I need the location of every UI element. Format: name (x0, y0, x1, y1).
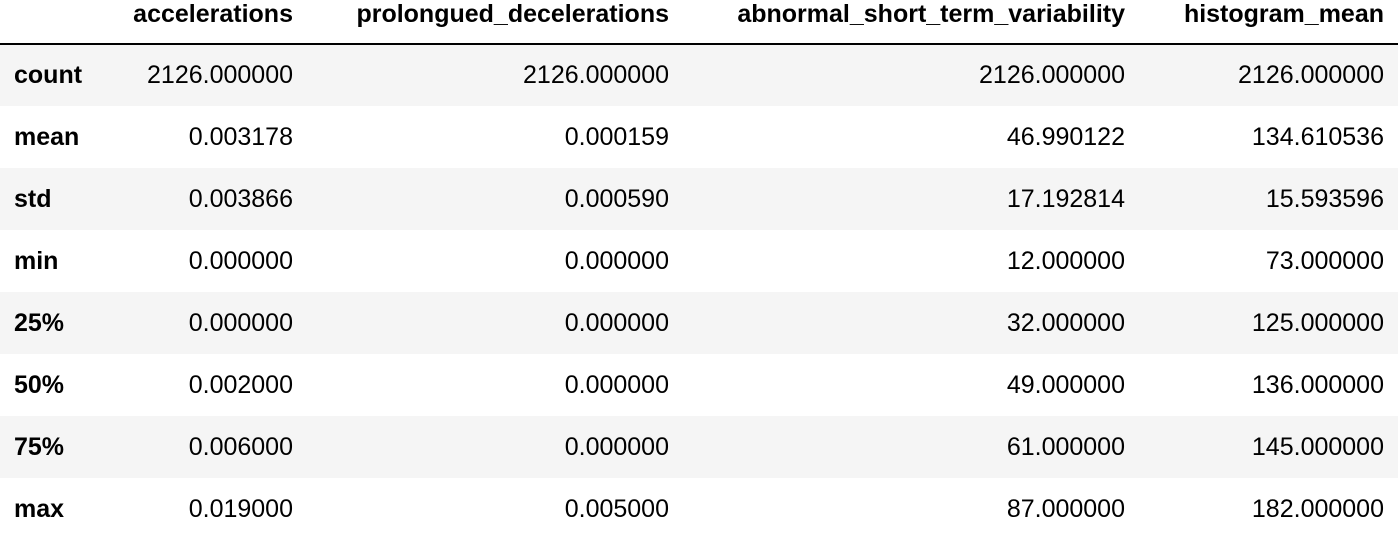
table-cell: 17.192814 (1006, 184, 1125, 213)
table-cell: 12.000000 (1006, 246, 1125, 275)
table-cell: 0.000000 (564, 370, 669, 399)
table-row: 50% 0.002000 0.000000 49.000000 136.0000… (0, 354, 1398, 416)
table-cell: 73.000000 (1265, 246, 1384, 275)
row-label: 25% (14, 308, 65, 337)
table-cell: 0.000000 (564, 246, 669, 275)
table-cell: 134.610536 (1251, 122, 1384, 151)
table-cell: 2126.000000 (523, 61, 669, 89)
table-cell: 0.019000 (188, 494, 293, 523)
table-cell: 2126.000000 (979, 61, 1125, 89)
row-label: max (14, 494, 65, 523)
table-cell: 0.000159 (564, 122, 669, 151)
row-label: 75% (14, 432, 65, 461)
table-cell: 0.003866 (188, 184, 293, 213)
index-header-cell (0, 0, 107, 45)
header-row: accelerations prolongued_decelerations a… (0, 0, 1398, 45)
table-cell: 0.000590 (564, 184, 669, 213)
table-cell: 46.990122 (1006, 122, 1125, 151)
row-label: min (14, 246, 59, 275)
table-cell: 0.000000 (564, 308, 669, 337)
table-cell: 182.000000 (1251, 494, 1384, 523)
table-header: accelerations prolongued_decelerations a… (0, 0, 1398, 45)
table-cell: 0.003178 (188, 122, 293, 151)
row-label: 50% (14, 370, 65, 399)
row-label: count (14, 61, 83, 89)
table-row: 25% 0.000000 0.000000 32.000000 125.0000… (0, 292, 1398, 354)
table-cell: 136.000000 (1251, 370, 1384, 399)
table-row: mean 0.003178 0.000159 46.990122 134.610… (0, 106, 1398, 168)
table-cell: 61.000000 (1006, 432, 1125, 461)
table-cell: 2126.000000 (1238, 61, 1384, 89)
table-cell: 15.593596 (1265, 184, 1384, 213)
table-row: 75% 0.006000 0.000000 61.000000 145.0000… (0, 416, 1398, 478)
column-header: accelerations (107, 0, 307, 45)
table-cell: 32.000000 (1006, 308, 1125, 337)
table-row: std 0.003866 0.000590 17.192814 15.59359… (0, 168, 1398, 230)
table-row: max 0.019000 0.005000 87.000000 182.0000… (0, 478, 1398, 540)
column-header: prolongued_decelerations (307, 0, 683, 45)
table-cell: 0.005000 (564, 494, 669, 523)
table-cell: 0.000000 (564, 432, 669, 461)
table-row: min 0.000000 0.000000 12.000000 73.00000… (0, 230, 1398, 292)
column-header: histogram_mean (1139, 0, 1398, 45)
row-label: std (14, 184, 52, 213)
table-cell: 145.000000 (1251, 432, 1384, 461)
table-body: count 2126.000000 2126.000000 2126.00000… (0, 44, 1398, 540)
table-cell: 0.002000 (188, 370, 293, 399)
row-label: mean (14, 122, 80, 151)
column-header: abnormal_short_term_variability (683, 0, 1139, 45)
table-cell: 2126.000000 (147, 61, 293, 89)
table-cell: 87.000000 (1006, 494, 1125, 523)
table-cell: 49.000000 (1006, 370, 1125, 399)
table-row: count 2126.000000 2126.000000 2126.00000… (0, 44, 1398, 106)
table-cell: 0.000000 (188, 308, 293, 337)
table-cell: 0.000000 (188, 246, 293, 275)
table-cell: 125.000000 (1251, 308, 1384, 337)
table-cell: 0.006000 (188, 432, 293, 461)
